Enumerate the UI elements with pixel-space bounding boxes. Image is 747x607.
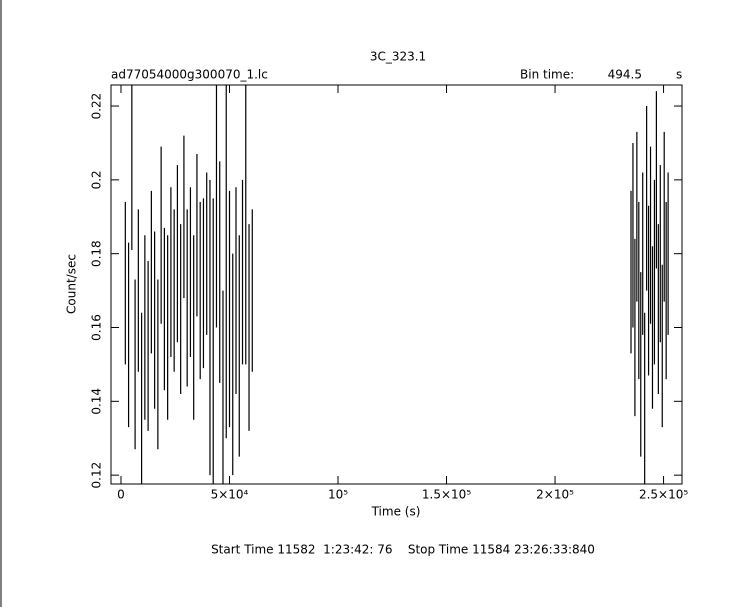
y-tick-label: 0.22 (90, 93, 104, 120)
y-tick-label: 0.14 (90, 388, 104, 415)
footer: Start Time 11582 1:23:42: 76 Stop Time 1… (211, 543, 595, 557)
bin-time-unit: s (676, 68, 682, 82)
y-tick-label: 0.16 (90, 314, 104, 341)
y-tick-label: 0.2 (90, 170, 104, 189)
plot-frame (110, 84, 683, 485)
x-tick-label: 5×10⁴ (211, 488, 249, 502)
chart-title: 3C_323.1 (370, 50, 426, 64)
x-axis-label: Time (s) (371, 505, 421, 519)
subtitle: ad77054000g300070_1.lc (111, 68, 268, 82)
x-tick-label: 0 (117, 488, 125, 502)
bin-time: 494.5 (608, 68, 642, 82)
y-tick-label: 0.12 (90, 462, 104, 489)
x-tick-label: 10⁵ (328, 488, 348, 502)
bin-time-label: Bin time: (520, 68, 574, 82)
x-tick-label: 1.5×10⁵ (422, 488, 471, 502)
y-tick-label: 0.18 (90, 240, 104, 267)
y-axis-label: Count/sec (65, 254, 79, 314)
x-tick-label: 2×10⁵ (536, 488, 574, 502)
x-tick-label: 2.5×10⁵ (639, 488, 688, 502)
